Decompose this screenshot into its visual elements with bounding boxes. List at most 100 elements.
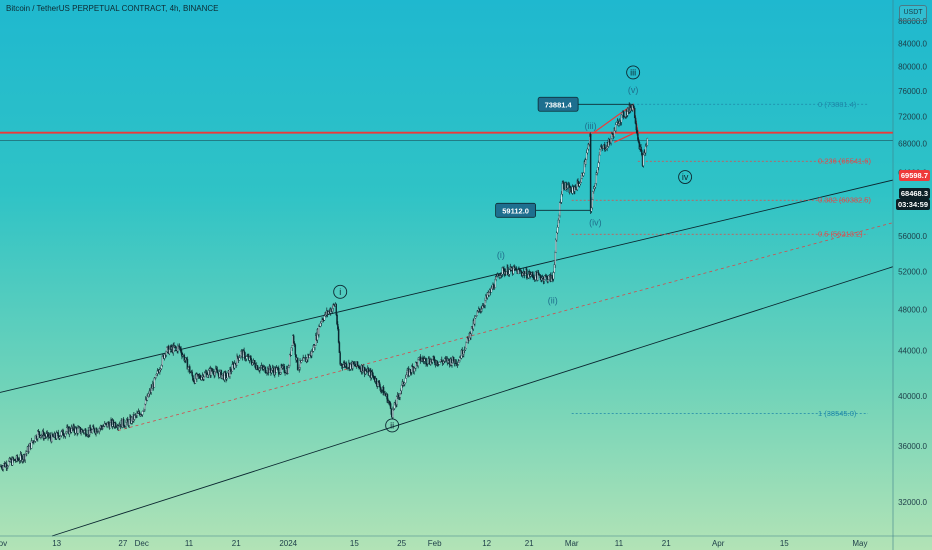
candle-body <box>570 187 572 192</box>
annotation-layer: 0 (73881.4) 0.236 (65541.6) 0.382 (60382.5… <box>333 65 871 433</box>
candle-body <box>543 279 545 282</box>
callout-label: 73881.4 <box>545 100 573 109</box>
candle-body <box>484 300 486 306</box>
candle-body <box>586 148 589 154</box>
wave-label: i <box>339 287 341 297</box>
y-tick-label: 48000.0 <box>898 305 927 314</box>
y-tick-label: 56000.0 <box>898 232 927 241</box>
candle-body <box>327 311 330 314</box>
candle-body <box>245 356 248 359</box>
candle-body <box>455 359 457 365</box>
candle-body <box>555 239 557 253</box>
currency-selector[interactable]: USDT <box>899 5 927 21</box>
candle-body <box>207 370 210 376</box>
candle-body <box>226 377 228 380</box>
candle-body <box>396 396 398 405</box>
candle-body <box>217 372 219 374</box>
candle-body <box>579 182 582 184</box>
last-price-tag: 68468.3 <box>898 188 930 199</box>
candle-body <box>125 422 127 427</box>
candle-body <box>81 429 84 432</box>
candle-body <box>256 365 259 370</box>
candle-body <box>291 345 293 348</box>
candle-body <box>500 274 503 276</box>
candle-body <box>238 357 241 361</box>
candle-body <box>577 180 579 184</box>
candle-body <box>26 451 28 454</box>
candle-body <box>179 347 182 349</box>
candle-body <box>622 111 625 118</box>
candle-body <box>49 435 52 439</box>
candle-body <box>338 342 341 353</box>
candle-body <box>611 133 613 139</box>
candle-body <box>144 399 147 405</box>
candle-body <box>308 355 311 358</box>
candle-body <box>243 350 245 353</box>
candle-body <box>59 436 61 439</box>
y-tick-label: 40000.0 <box>898 392 927 401</box>
candle-body <box>390 408 393 415</box>
candle-body <box>517 269 519 274</box>
candle-body <box>375 378 378 385</box>
x-tick-label: 2024 <box>279 539 297 548</box>
candle-body <box>60 431 63 436</box>
candle-body <box>319 322 322 327</box>
candle-body <box>89 427 91 435</box>
candle-body <box>475 315 478 317</box>
candle-body <box>436 360 438 365</box>
candle-body <box>556 227 559 233</box>
x-tick-label: May <box>852 539 867 548</box>
candle-body <box>143 409 145 411</box>
candle-body <box>507 267 509 276</box>
candle-body <box>608 138 611 143</box>
candle-body <box>474 316 477 319</box>
chart-title: Bitcoin / TetherUS PERPETUAL CONTRACT, 4… <box>6 4 219 13</box>
fib-level-label: 1 (38545.0) <box>818 409 857 418</box>
candle-body <box>161 356 163 366</box>
candle-body <box>290 347 293 356</box>
candle-body <box>159 369 161 373</box>
candle-body <box>73 425 75 432</box>
candle-body <box>144 403 146 410</box>
candle-body <box>592 191 594 200</box>
candle-body <box>522 272 524 276</box>
candle-body <box>551 275 553 279</box>
candle-body <box>610 138 612 143</box>
candle-body <box>400 390 402 394</box>
candle-body <box>386 394 389 403</box>
candle-body <box>153 377 156 388</box>
candle-body <box>7 461 10 466</box>
y-tick-label: 88000.0 <box>898 17 927 26</box>
candle-body <box>45 433 48 437</box>
candle-body <box>38 431 41 436</box>
wave-label: iii <box>630 67 636 77</box>
candle-body <box>515 267 517 270</box>
candle-body <box>591 199 593 209</box>
candle-body <box>352 361 354 369</box>
candle-body <box>463 350 465 355</box>
candle-body <box>405 374 408 379</box>
candle-body <box>554 252 556 265</box>
candle-body <box>539 274 541 278</box>
candle-body <box>596 172 598 175</box>
candle-body <box>467 337 469 339</box>
candle-body <box>524 273 526 276</box>
candle-body <box>148 393 150 397</box>
candle-body <box>389 403 392 409</box>
candle-body <box>438 361 441 365</box>
candle-body <box>621 112 623 116</box>
channel-line-lower <box>51 266 894 537</box>
candle-body <box>632 104 634 107</box>
candle-body <box>457 362 460 365</box>
candle-body <box>418 357 420 360</box>
candle-body <box>605 148 608 150</box>
candle-body <box>115 422 117 428</box>
channel-line-middle <box>118 222 894 431</box>
candle-body <box>133 414 136 420</box>
candle-body <box>561 183 564 195</box>
candle-body <box>464 348 467 350</box>
candle-body <box>531 272 534 275</box>
candle-body <box>186 359 189 370</box>
candle-body <box>593 188 595 192</box>
